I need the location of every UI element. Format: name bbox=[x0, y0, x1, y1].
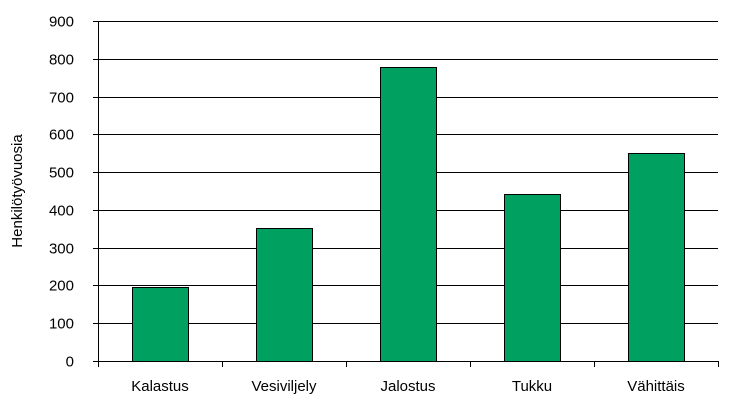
y-tick-label: 800 bbox=[49, 52, 74, 69]
x-tick-label: Vesiviljely bbox=[251, 378, 317, 395]
bar-kalastus bbox=[132, 287, 189, 362]
y-tick-label: 100 bbox=[49, 316, 74, 333]
bar-vesiviljely bbox=[256, 228, 313, 362]
y-tick-label: 200 bbox=[49, 278, 74, 295]
bar-tukku bbox=[504, 194, 561, 362]
axes bbox=[98, 21, 719, 367]
x-tick-labels: Kalastus Vesiviljely Jalostus Tukku Vähittäi… bbox=[131, 378, 685, 395]
y-tick-label: 0 bbox=[66, 354, 74, 371]
bar-jalostus bbox=[380, 67, 437, 362]
x-tick-label: Jalostus bbox=[380, 378, 435, 395]
x-tick-label: Vähittäis bbox=[627, 378, 685, 395]
y-tick-label: 900 bbox=[49, 14, 74, 31]
bar-vähittäis bbox=[628, 153, 685, 362]
y-tick-label: 300 bbox=[49, 241, 74, 258]
x-tick-label: Kalastus bbox=[131, 378, 189, 395]
bars bbox=[132, 67, 685, 362]
y-tick-label: 700 bbox=[49, 90, 74, 107]
y-tick-label: 500 bbox=[49, 165, 74, 182]
y-tick-label: 600 bbox=[49, 127, 74, 144]
y-axis-title: Henkilötyövuosia bbox=[9, 134, 26, 248]
y-tick-label: 400 bbox=[49, 203, 74, 220]
x-tick-label: Tukku bbox=[512, 378, 552, 395]
y-tick-labels: 0 100 200 300 400 500 600 700 800 900 bbox=[49, 14, 74, 371]
